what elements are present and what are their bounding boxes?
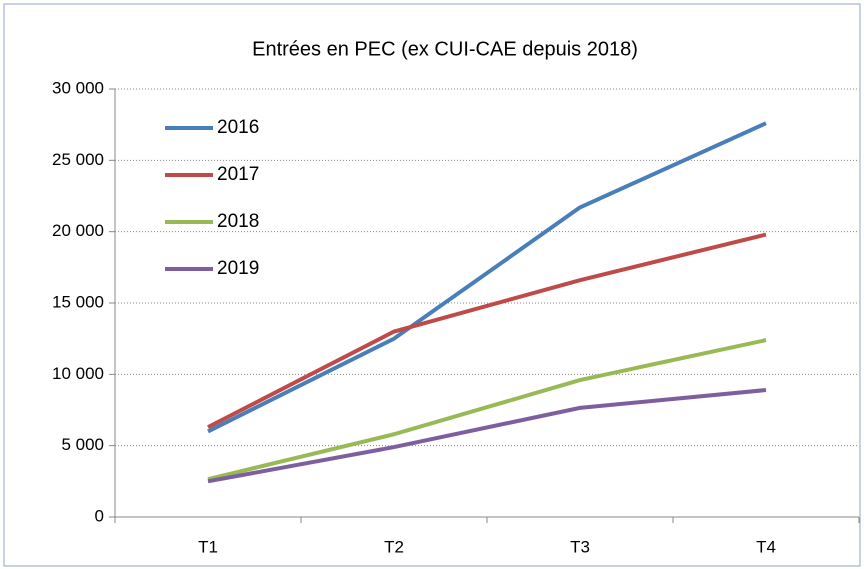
- legend-label: 2017: [217, 164, 259, 185]
- x-tick-label: T1: [198, 537, 218, 556]
- legend-label: 2018: [217, 211, 259, 232]
- chart-border: [3, 3, 861, 567]
- y-tick-label: 15 000: [52, 292, 104, 311]
- legend-label: 2019: [217, 258, 259, 279]
- x-tick-label: T3: [570, 537, 590, 556]
- x-tick-label: T4: [756, 537, 776, 556]
- y-tick-label: 20 000: [52, 221, 104, 240]
- series-line: [207, 232, 767, 429]
- series-line: [207, 338, 767, 482]
- legend-label: 2016: [217, 117, 259, 138]
- series-line: [207, 388, 767, 484]
- y-tick-label: 5 000: [61, 435, 104, 454]
- y-tick-label: 10 000: [52, 364, 104, 383]
- y-tick-label: 25 000: [52, 150, 104, 169]
- y-tick-label: 0: [95, 506, 104, 525]
- x-tick-label: T2: [384, 537, 404, 556]
- series-line: [207, 121, 767, 434]
- y-tick-label: 30 000: [52, 78, 104, 97]
- chart-title: Entrées en PEC (ex CUI-CAE depuis 2018): [252, 38, 638, 60]
